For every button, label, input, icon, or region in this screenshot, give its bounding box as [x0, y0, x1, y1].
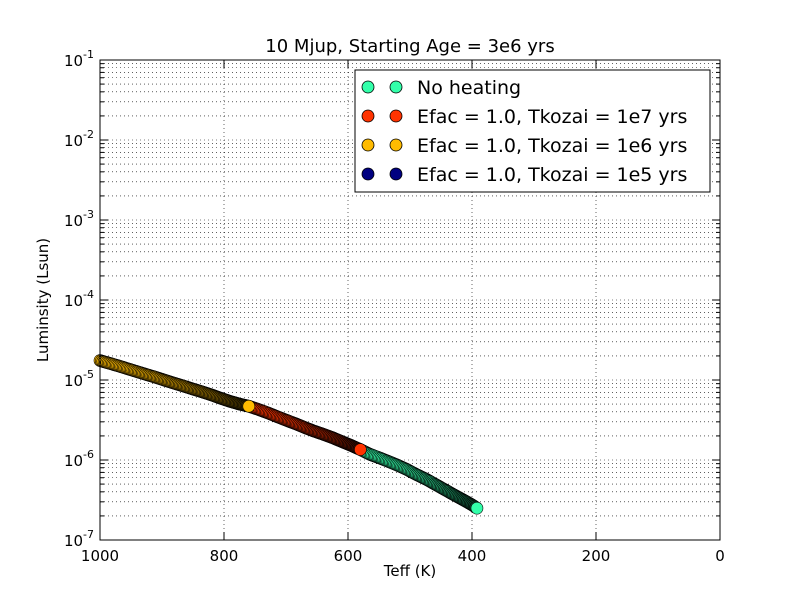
x-tick-label: 800: [210, 547, 239, 565]
x-tick-label: 1000: [81, 547, 119, 565]
x-tick-label: 400: [458, 547, 487, 565]
y-axis-label: Luminsity (Lsun): [34, 238, 52, 362]
legend-label: No heating: [417, 77, 521, 99]
legend-marker: [361, 109, 375, 123]
y-tick-label: 10-2: [64, 128, 94, 150]
x-axis-label: Teff (K): [383, 562, 437, 580]
data-point: [242, 399, 256, 413]
legend-marker: [389, 80, 403, 94]
y-tick-label: 10-3: [64, 208, 94, 230]
x-tick-label: 200: [582, 547, 611, 565]
legend-marker: [389, 138, 403, 152]
data-point: [354, 443, 367, 456]
legend-label: Efac = 1.0, Tkozai = 1e6 yrs: [417, 135, 687, 157]
axis-ticks: 1000 800 600 400 200 0 10-7 10-6 10-5 10-4 10-3 10-…: [64, 48, 725, 565]
legend-marker: [361, 80, 375, 94]
y-tick-label: 10-4: [64, 288, 94, 310]
y-tick-label: 10-1: [64, 48, 94, 70]
data-point: [470, 501, 484, 515]
y-tick-label: 10-7: [64, 528, 94, 550]
chart-title: 10 Mjup, Starting Age = 3e6 yrs: [265, 36, 554, 57]
legend: No heating Efac = 1.0, Tkozai = 1e7 yrs Ef…: [354, 69, 711, 193]
data-points: [93, 354, 484, 515]
legend-label: Efac = 1.0, Tkozai = 1e7 yrs: [417, 106, 687, 128]
legend-marker: [389, 167, 403, 181]
legend-marker: [389, 109, 403, 123]
y-tick-label: 10-6: [64, 448, 94, 470]
y-tick-label: 10-5: [64, 368, 94, 390]
legend-box: [354, 69, 711, 193]
legend-label: Efac = 1.0, Tkozai = 1e5 yrs: [417, 164, 687, 186]
legend-marker: [361, 167, 375, 181]
x-tick-label: 600: [334, 547, 363, 565]
legend-marker: [361, 138, 375, 152]
x-tick-label: 0: [715, 547, 725, 565]
